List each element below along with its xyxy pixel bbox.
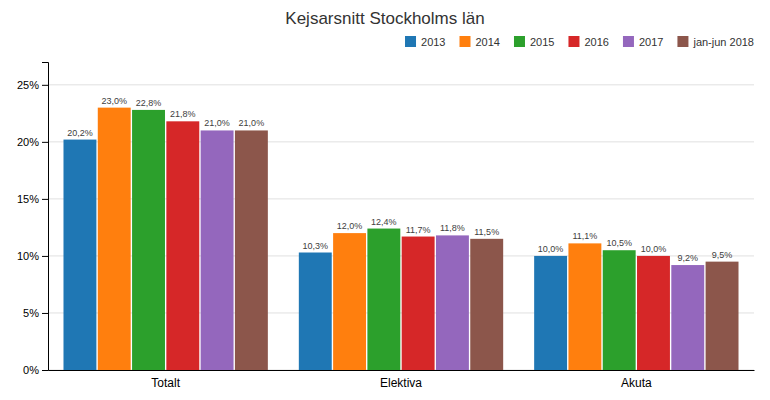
data-label: 10,0%: [538, 244, 564, 254]
bar: [637, 256, 670, 370]
bar: [436, 235, 469, 370]
data-label: 23,0%: [101, 96, 127, 106]
bar: [201, 130, 234, 370]
bar: [299, 253, 332, 370]
y-tick-label: 15%: [17, 193, 39, 205]
bar: [470, 239, 503, 370]
y-axis: 0% 5% 10% 15% 20% 25%: [17, 63, 49, 377]
y-tick: 5%: [23, 307, 48, 319]
bar: [603, 250, 636, 370]
bar-series: [166, 121, 670, 370]
data-label: 21,0%: [204, 118, 230, 128]
y-tick-mark: [42, 256, 48, 257]
x-axis-line: [49, 370, 755, 371]
legend-label: 2016: [584, 36, 608, 48]
legend-swatch: [514, 36, 525, 47]
legend-swatch: [677, 36, 688, 47]
y-tick: 0%: [23, 364, 48, 376]
bar: [166, 121, 199, 370]
y-tick-label: 20%: [17, 136, 39, 148]
legend-label: 2013: [421, 36, 445, 48]
bar: [402, 237, 435, 370]
data-label: 10,0%: [641, 244, 667, 254]
y-tick: 15%: [17, 193, 48, 205]
y-tick-mark: [42, 142, 48, 143]
legend-label: 2017: [639, 36, 663, 48]
data-label: 11,8%: [440, 223, 465, 233]
bar: [706, 262, 739, 370]
bar: [235, 130, 268, 370]
y-tick-label: 10%: [17, 250, 39, 262]
bar-series: [132, 110, 636, 370]
x-tick: Totalt: [151, 376, 180, 390]
bar: [534, 256, 567, 370]
legend-label: jan-jun 2018: [692, 36, 754, 48]
legend-swatch: [460, 36, 471, 47]
legend-swatch: [568, 36, 579, 47]
bar: [367, 229, 400, 370]
y-tick-label: 25%: [17, 79, 39, 91]
x-tick: Akuta: [621, 376, 652, 390]
bar: [98, 108, 131, 370]
legend-item: 2017: [623, 36, 663, 48]
y-tick-mark: [42, 199, 48, 200]
bar-series: [98, 108, 602, 370]
legend-swatch: [405, 36, 416, 47]
data-label: 21,0%: [239, 118, 265, 128]
plot: 0% 5% 10% 15% 20% 25% Totalt Elektiva Akuta 20,2%…: [17, 63, 755, 391]
data-label: 11,1%: [572, 231, 597, 241]
data-label: 10,5%: [606, 238, 632, 248]
legend: 2013 2014 2015 2016 2017 jan-jun 2018: [405, 36, 754, 48]
y-tick-label: 0%: [23, 364, 39, 376]
data-label: 11,7%: [406, 225, 431, 235]
y-tick-mark: [42, 370, 48, 371]
title: Kejsarsnitt Stockholms län: [285, 9, 484, 28]
data-label: 12,0%: [337, 221, 363, 231]
bar: [333, 233, 366, 370]
data-label: 22,8%: [136, 98, 162, 108]
data-label: 9,2%: [678, 253, 699, 263]
y-tick: 20%: [17, 136, 48, 148]
legend-swatch: [623, 36, 634, 47]
y-tick: 25%: [17, 79, 48, 91]
y-axis-line: [42, 63, 49, 371]
bars: [63, 108, 738, 370]
grid: [48, 85, 754, 370]
x-axis: Totalt Elektiva Akuta: [49, 371, 755, 391]
y-tick-mark: [42, 313, 48, 314]
legend-item: 2016: [568, 36, 608, 48]
data-label: 20,2%: [67, 128, 93, 138]
legend-item: 2013: [405, 36, 445, 48]
y-tick: 10%: [17, 250, 48, 262]
x-tick-label: Akuta: [621, 376, 652, 390]
x-tick-label: Elektiva: [380, 376, 422, 390]
y-tick-mark: [42, 85, 48, 86]
y-tick-label: 5%: [23, 307, 39, 319]
legend-item: 2015: [514, 36, 554, 48]
data-labels: 20,2% 10,3% 10,0% 23,0% 12,0% 11,1% 22,8% 12,4%…: [67, 96, 732, 263]
data-label: 21,8%: [170, 109, 196, 119]
data-label: 11,5%: [474, 227, 499, 237]
data-label: 10,3%: [303, 241, 329, 251]
bar: [671, 265, 704, 370]
bar-series: [201, 130, 705, 370]
bar: [568, 243, 601, 370]
x-tick-label: Totalt: [151, 376, 180, 390]
legend-label: 2015: [530, 36, 554, 48]
legend-label: 2014: [476, 36, 500, 48]
x-tick: Elektiva: [380, 376, 422, 390]
grid-line: [48, 84, 754, 85]
bar-series: [235, 130, 739, 370]
bar: [63, 140, 96, 370]
chart: Kejsarsnitt Stockholms län 0% 5% 10% 15% 20% 2…: [0, 0, 770, 400]
bar: [132, 110, 165, 370]
data-label: 12,4%: [371, 217, 397, 227]
data-label: 9,5%: [712, 250, 733, 260]
legend-item: 2014: [460, 36, 500, 48]
legend-item: jan-jun 2018: [677, 36, 754, 48]
